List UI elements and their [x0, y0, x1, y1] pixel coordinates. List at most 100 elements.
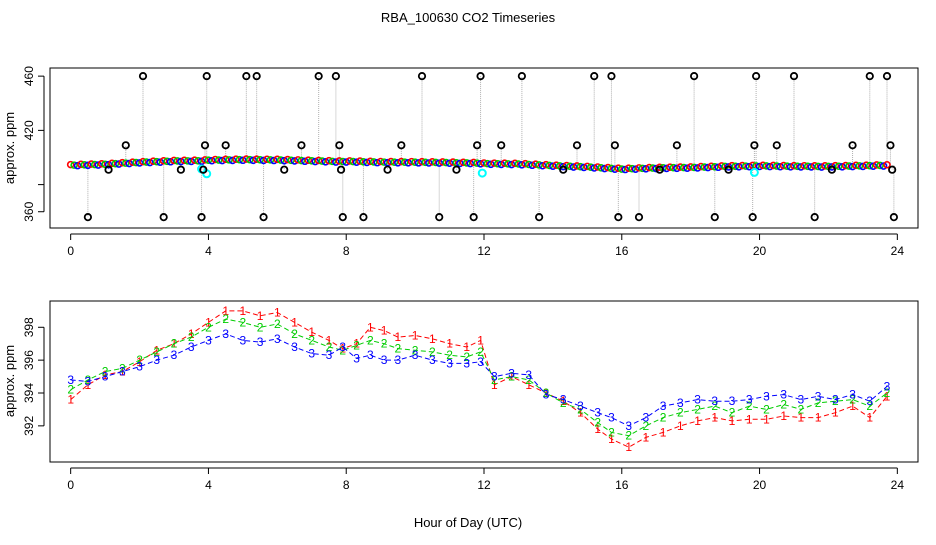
top-x-tick-label: 12: [477, 244, 491, 258]
series-3-marker: 3: [660, 399, 667, 413]
series-3-marker: 3: [446, 356, 453, 370]
top-data-point: [717, 162, 726, 170]
series-2-marker: 2: [188, 330, 195, 344]
top-outlier-point: [848, 141, 857, 150]
series-1-marker: 1: [608, 432, 615, 446]
top-y-tick-label: 460: [22, 66, 36, 86]
series-1-marker: 1: [677, 419, 684, 433]
top-data-point: [276, 156, 285, 164]
top-data-point: [418, 157, 426, 166]
bottom-x-tick-label: 16: [615, 478, 629, 492]
top-outlier-point: [752, 72, 761, 81]
series-2-marker: 2: [326, 340, 333, 354]
series-2-marker: 2: [866, 399, 873, 413]
top-outlier-point: [572, 141, 582, 150]
top-data-point: [163, 157, 171, 166]
series-3-marker: 3: [67, 373, 74, 387]
series-1-marker: 1: [353, 337, 360, 351]
series-2-marker: 2: [412, 343, 419, 357]
top-data-point: [859, 162, 867, 171]
top-data-point: [821, 162, 829, 170]
top-data-point: [642, 165, 650, 173]
top-data-point: [263, 155, 271, 164]
top-outlier-point: [159, 213, 168, 222]
series-3-marker: 3: [780, 388, 787, 402]
top-data-point: [221, 155, 230, 164]
series-3-marker: 3: [625, 419, 632, 433]
series-2-marker: 2: [274, 317, 281, 331]
series-1-marker: 1: [102, 368, 109, 382]
top-data-point: [328, 157, 337, 166]
top-data-point: [118, 158, 127, 167]
series-3-marker: 3: [326, 348, 333, 362]
top-data-point: [772, 162, 781, 170]
series-1-marker: 1: [866, 411, 873, 425]
series-3-marker: 3: [525, 368, 532, 382]
top-data-point: [607, 164, 616, 173]
top-data-point: [683, 164, 692, 172]
top-data-point: [273, 155, 282, 164]
top-data-point: [545, 161, 554, 170]
series-2-marker: 2: [339, 343, 346, 357]
series-3-marker: 3: [884, 379, 891, 393]
top-data-point: [869, 162, 878, 171]
bottom-x-tick-label: 20: [753, 478, 767, 492]
bottom-x-tick-label: 24: [891, 478, 905, 492]
top-data-point: [208, 156, 216, 165]
series-1-marker: 1: [729, 414, 736, 428]
top-aux-point: [749, 167, 759, 177]
top-data-point: [397, 157, 406, 166]
top-data-point: [173, 157, 182, 165]
series-1-marker: 1: [136, 355, 143, 369]
top-data-point: [456, 159, 464, 168]
top-data-point: [514, 160, 523, 168]
top-data-point: [848, 162, 857, 171]
series-2-marker: 2: [849, 393, 856, 407]
series-2-marker: 2: [746, 399, 753, 413]
top-data-point: [87, 160, 96, 168]
series-1-marker: 1: [625, 440, 632, 454]
series-1-marker: 1: [815, 411, 822, 425]
series-2-marker: 2: [153, 345, 160, 359]
series-2-marker: 2: [608, 425, 615, 439]
top-outlier-point: [559, 165, 568, 174]
top-data-point: [814, 162, 822, 171]
series-1-marker: 1: [543, 386, 550, 400]
top-plot-frame: [49, 67, 919, 229]
top-data-point: [707, 162, 716, 171]
top-data-point: [876, 161, 884, 170]
top-data-point: [745, 162, 754, 171]
series-3-marker: 3: [85, 375, 92, 389]
x-axis-label: Hour of Day (UTC): [414, 515, 522, 530]
series-3-marker: 3: [711, 394, 718, 408]
top-data-point: [287, 156, 295, 165]
series-2-marker: 2: [711, 399, 718, 413]
series-1-marker: 1: [240, 304, 247, 318]
series-3-marker: 3: [171, 348, 178, 362]
top-outlier-point: [200, 141, 210, 150]
top-data-point: [538, 161, 547, 170]
top-data-point: [242, 155, 251, 163]
top-data-point: [590, 164, 599, 172]
top-outlier-point: [614, 213, 623, 222]
series-1-marker: 1: [412, 329, 419, 343]
top-outlier-point: [314, 72, 323, 81]
top-data-point: [218, 156, 227, 165]
top-data-point: [435, 159, 444, 167]
top-data-point: [542, 160, 550, 169]
top-data-point: [834, 162, 843, 171]
series-1-marker: 1: [339, 342, 346, 356]
series-1-marker: 1: [491, 378, 498, 392]
top-data-point: [307, 157, 316, 165]
series-2-marker: 2: [222, 312, 229, 326]
top-outlier-point: [252, 72, 261, 81]
top-data-point: [686, 163, 695, 171]
top-outlier-point: [435, 213, 444, 222]
top-outlier-point: [827, 165, 836, 174]
top-data-point: [617, 165, 626, 173]
top-data-point: [817, 163, 826, 171]
top-data-point: [338, 157, 347, 166]
top-outlier-point: [138, 72, 148, 81]
top-data-point: [528, 161, 537, 170]
